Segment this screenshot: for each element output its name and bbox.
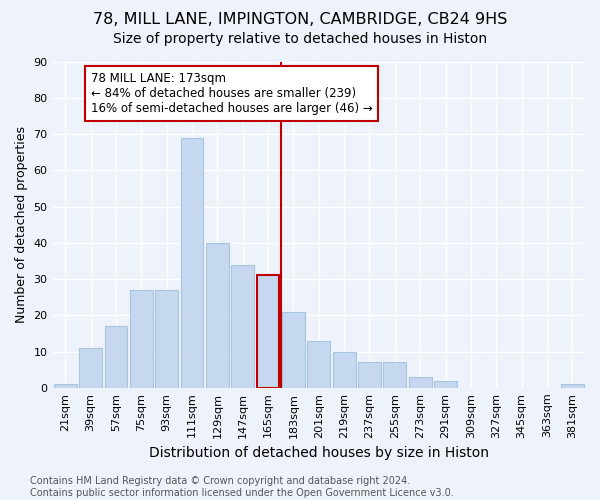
Text: Size of property relative to detached houses in Histon: Size of property relative to detached ho… [113, 32, 487, 46]
Text: 78, MILL LANE, IMPINGTON, CAMBRIDGE, CB24 9HS: 78, MILL LANE, IMPINGTON, CAMBRIDGE, CB2… [93, 12, 507, 28]
Bar [333, 352, 356, 388]
Text: 78 MILL LANE: 173sqm
← 84% of detached houses are smaller (239)
16% of semi-deta: 78 MILL LANE: 173sqm ← 84% of detached h… [91, 72, 373, 116]
Bar [104, 326, 127, 388]
Bar [307, 340, 330, 388]
Bar [79, 348, 102, 388]
X-axis label: Distribution of detached houses by size in Histon: Distribution of detached houses by size … [149, 446, 489, 460]
Bar [383, 362, 406, 388]
Bar [561, 384, 584, 388]
Bar [282, 312, 305, 388]
Bar [181, 138, 203, 388]
Bar [206, 243, 229, 388]
Bar [231, 264, 254, 388]
Text: Contains HM Land Registry data © Crown copyright and database right 2024.
Contai: Contains HM Land Registry data © Crown c… [30, 476, 454, 498]
Bar [130, 290, 152, 388]
Bar [409, 377, 431, 388]
Bar [434, 380, 457, 388]
Bar [155, 290, 178, 388]
Bar [358, 362, 381, 388]
Bar [257, 276, 280, 388]
Bar [54, 384, 77, 388]
Y-axis label: Number of detached properties: Number of detached properties [15, 126, 28, 323]
